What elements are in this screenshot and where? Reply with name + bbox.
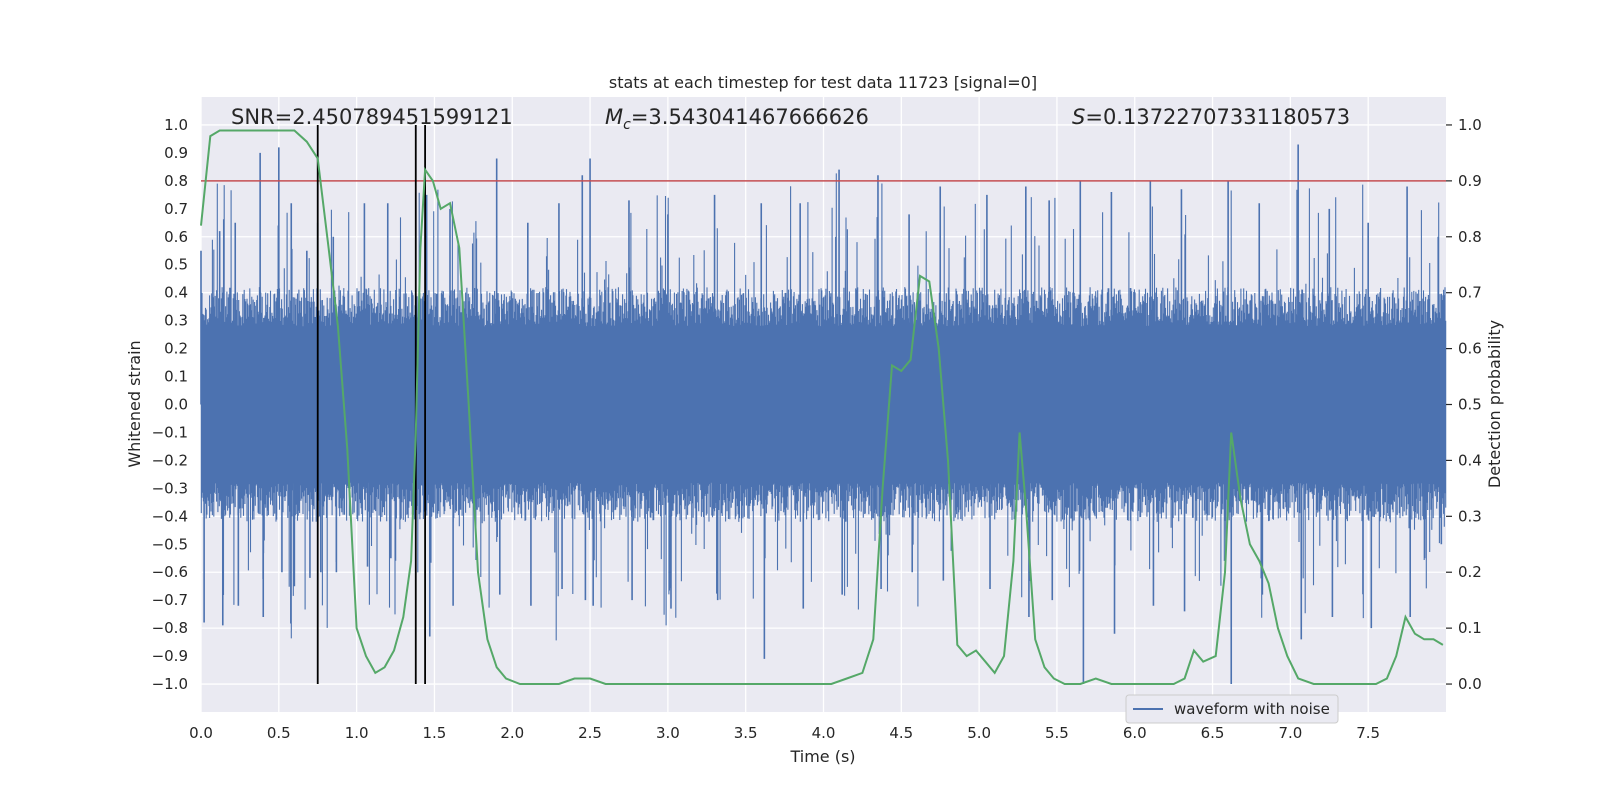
x-tick-label: 0.5 <box>267 724 291 742</box>
s-value: =0.13722707331180573 <box>1085 105 1350 129</box>
y-left-tick-label: 0.8 <box>164 172 188 190</box>
y-right-tick-label: 0.3 <box>1458 507 1482 525</box>
y-right-tick-label: 0.8 <box>1458 228 1482 246</box>
y-left-tick-label: −0.6 <box>152 563 188 581</box>
s-symbol: S <box>1072 105 1085 129</box>
chirp-mass-symbol: M <box>605 105 623 129</box>
x-tick-label: 1.0 <box>345 724 369 742</box>
detection-probability-line <box>200 129 1444 685</box>
chirp-mass-subscript: c <box>623 117 631 133</box>
y-left-tick-label: 1.0 <box>164 116 188 134</box>
y-right-tick-label: 0.7 <box>1458 284 1482 302</box>
y-axis-left-label: Whitened strain <box>125 340 144 467</box>
y-axis-right-label: Detection probability <box>1485 320 1504 488</box>
y-left-tick-label: 0.4 <box>164 284 188 302</box>
x-tick-label: 4.5 <box>889 724 913 742</box>
x-tick-label: 2.0 <box>500 724 524 742</box>
legend-label-waveform: waveform with noise <box>1174 700 1330 718</box>
y-right-tick-label: 1.0 <box>1458 116 1482 134</box>
x-axis-label: Time (s) <box>789 747 855 766</box>
y-right-tick-label: 0.0 <box>1458 675 1482 693</box>
chart-title: stats at each timestep for test data 117… <box>609 73 1037 92</box>
y-left-tick-label: −0.4 <box>152 507 188 525</box>
x-tick-label: 6.0 <box>1123 724 1147 742</box>
y-left-tick-label: −0.2 <box>152 451 188 469</box>
y-left-tick-label: −1.0 <box>152 675 188 693</box>
x-tick-label: 2.5 <box>578 724 602 742</box>
legend-box <box>1125 694 1339 724</box>
y-left-tick-label: 0.3 <box>164 312 188 330</box>
y-left-tick-label: 0.7 <box>164 200 188 218</box>
y-right-tick-label: 0.1 <box>1458 619 1482 637</box>
x-tick-label: 7.0 <box>1278 724 1302 742</box>
x-tick-label: 3.0 <box>656 724 680 742</box>
x-tick-label: 5.5 <box>1045 724 1069 742</box>
x-tick-label: 5.0 <box>967 724 991 742</box>
x-tick-label: 4.0 <box>812 724 836 742</box>
waveform-series <box>200 144 1447 685</box>
y-right-tick-label: 0.2 <box>1458 563 1482 581</box>
y-right-tick-label: 0.6 <box>1458 340 1482 358</box>
y-left-tick-label: −0.3 <box>152 479 188 497</box>
y-left-tick-label: 0.6 <box>164 228 188 246</box>
legend: waveform with noise <box>1125 694 1339 724</box>
y-right-tick-label: 0.4 <box>1458 451 1482 469</box>
y-right-tick-label: 0.9 <box>1458 172 1482 190</box>
y-left-tick-label: −0.1 <box>152 423 188 441</box>
y-left-tick-label: −0.7 <box>152 591 188 609</box>
x-tick-label: 1.5 <box>423 724 447 742</box>
x-tick-label: 6.5 <box>1201 724 1225 742</box>
chirp-mass-annotation: Mc=3.543041467666626 <box>605 105 869 133</box>
s-annotation: S=0.13722707331180573 <box>1072 105 1350 129</box>
y-left-tick-label: −0.8 <box>152 619 188 637</box>
x-tick-label: 3.5 <box>734 724 758 742</box>
snr-annotation: SNR=2.450789451599121 <box>231 105 513 129</box>
y-left-tick-label: 0.0 <box>164 396 188 414</box>
y-left-tick-label: 0.5 <box>164 256 188 274</box>
waveform-noise <box>200 173 1447 641</box>
y-left-tick-label: 0.2 <box>164 340 188 358</box>
y-left-tick-label: −0.5 <box>152 535 188 553</box>
y-left-tick-label: 0.1 <box>164 368 188 386</box>
y-left-tick-label: −0.9 <box>152 647 188 665</box>
tick-labels: 0.0 0.5 1.0 1.5 2.0 2.5 3.0 3.5 4.0 4.5 5.0 5.5 6.0 6… <box>152 116 1482 742</box>
y-right-tick-label: 0.5 <box>1458 396 1482 414</box>
x-tick-label: 7.5 <box>1356 724 1380 742</box>
chirp-mass-value: =3.543041467666626 <box>631 105 869 129</box>
x-tick-label: 0.0 <box>189 724 213 742</box>
y-left-tick-label: 0.9 <box>164 144 188 162</box>
